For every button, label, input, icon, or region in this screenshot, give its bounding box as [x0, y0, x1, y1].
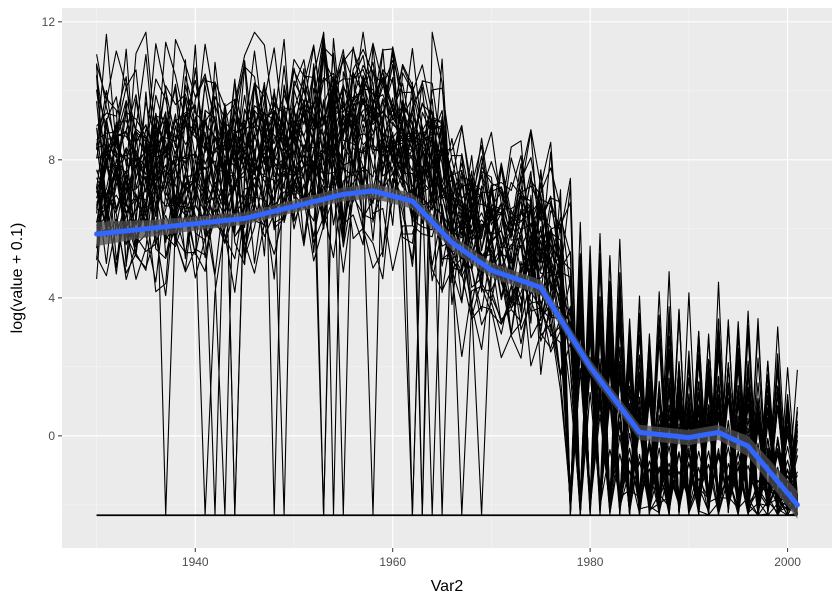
series-line	[96, 47, 798, 516]
smooth-layer	[94, 183, 800, 519]
smooth-line	[94, 188, 800, 508]
x-tick-label: 1980	[577, 555, 604, 569]
x-tick-label: 1940	[182, 555, 209, 569]
y-tick-label: 0	[48, 429, 55, 443]
series-line	[96, 43, 798, 516]
y-tick-label: 8	[48, 153, 55, 167]
x-tick-label: 1960	[379, 555, 406, 569]
series-line	[96, 117, 798, 516]
y-axis-title: log(value + 0.1)	[9, 223, 26, 334]
x-tick-label: 2000	[774, 555, 801, 569]
x-axis: 1940 1960 1980 2000	[182, 548, 801, 569]
series-lines	[96, 31, 798, 517]
series-line	[96, 50, 798, 516]
series-line	[96, 125, 798, 516]
y-tick-label: 12	[42, 15, 56, 29]
y-tick-label: 4	[48, 291, 55, 305]
y-axis: 0 4 8 12	[42, 15, 62, 443]
x-axis-title: Var2	[431, 578, 464, 595]
